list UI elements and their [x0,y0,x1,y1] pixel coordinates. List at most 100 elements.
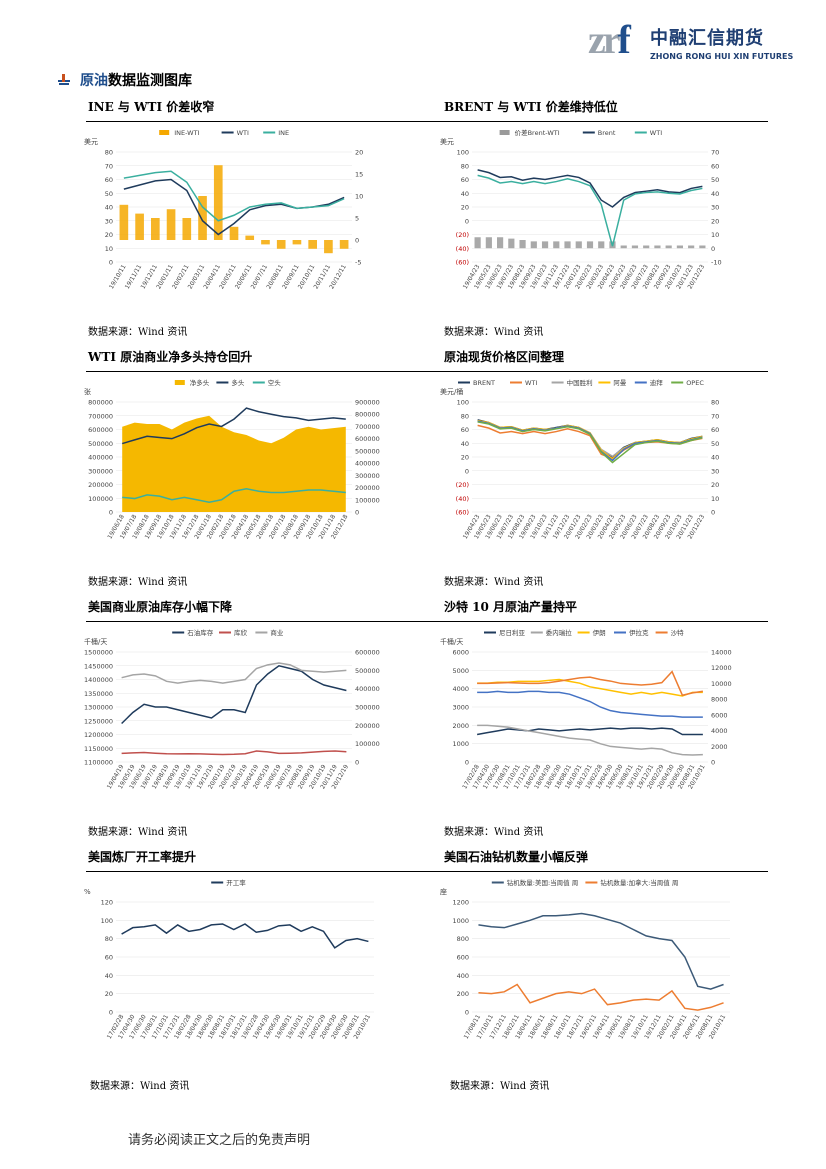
y-tick-label: 100000 [88,495,113,503]
y-tick-label: 0 [465,1009,469,1017]
row-divider [86,871,768,872]
y2-tick-label: 70 [711,149,719,157]
y-tick-label: 80 [461,162,469,170]
y-tick-label: 60 [461,426,469,434]
line-series-钻机数量:美国:当周值 周 [478,912,724,990]
y2-tick-label: 800000 [355,411,380,419]
y-tick-label: 80 [461,412,469,420]
bar-mark [324,240,333,254]
legend-label: 商业 [270,628,284,637]
section-heading: 原油数据监测图库 [58,70,192,90]
y-tick-label: (40) [456,245,469,253]
y-tick-label: 40 [461,190,469,198]
y-tick-label: (20) [456,231,469,239]
y-tick-label: 60 [105,176,113,184]
y2-tick-label: 300000 [355,472,380,480]
bar-mark [245,235,255,240]
y-tick-label: 60 [461,176,469,184]
y2-tick-label: 40 [711,454,719,462]
legend-label: 石油库存 [187,628,214,637]
y2-tick-label: 0 [355,509,359,517]
y-tick-label: 1400000 [84,676,113,684]
y-tick-label: 400 [457,972,469,980]
y2-tick-label: 600000 [355,435,380,443]
y2-tick-label: 80 [711,399,719,407]
y-tick-label: 1250000 [84,717,113,725]
y2-tick-label: -5 [355,259,361,267]
y2-tick-label: 0 [355,237,359,245]
bar-mark [474,237,481,249]
y-tick-label: 0 [465,467,469,475]
legend-label: 多头 [231,378,245,387]
y2-tick-label: 5 [355,215,359,223]
company-logo: zrf 中融汇信期货 ZHONG RONG HUI XIN FUTURES [588,20,793,64]
y-tick-label: 200000 [88,481,113,489]
bar-mark [598,241,605,249]
y-tick-label: (60) [456,259,469,267]
y-tick-label: (20) [456,481,469,489]
y2-tick-label: 100000 [355,496,380,504]
y2-tick-label: 600000 [355,649,380,657]
y-tick-label: 20 [461,204,469,212]
chart-title-us-inventory: 美国商业原油库存小幅下降 [88,600,233,614]
y2-tick-label: 20 [711,481,719,489]
row-divider [86,621,768,622]
axis-unit-label: 美元 [440,137,454,146]
bar-mark [166,209,176,240]
y2-tick-label: 10000 [711,680,732,688]
legend-label: 委内瑞拉 [546,628,573,637]
axis-unit-label: 千桶/天 [84,637,107,646]
legend-label: 价差Brent-WTI [515,128,560,137]
legend-label: WTI [237,129,249,137]
y-tick-label: 500000 [88,440,113,448]
y-tick-label: 1200 [452,899,469,907]
y-tick-label: 700000 [88,412,113,420]
y2-tick-label: 900000 [355,399,380,407]
chart-refinery-rate: 开工率% 0 20 40 60 80 100 120 17/02/28 17/04/30 17/06… [82,876,382,1086]
y-tick-label: 400000 [88,454,113,462]
logo-chinese-name: 中融汇信期货 [650,28,764,49]
line-series-OPEC [477,421,703,464]
legend-label: Brent [598,129,616,137]
bar-mark [135,213,144,240]
y-tick-label: 1300000 [84,704,113,712]
y-tick-label: 20 [461,454,469,462]
data-source-note: 数据来源：Wind 资讯 [444,577,544,588]
y-tick-label: (40) [456,495,469,503]
chart-wti-positions: 净多头 多头 空头张 0 100000 200000 300000 400000 500000 6… [82,376,382,586]
line-series-迪拜 [477,420,703,462]
y-tick-label: 1100000 [84,759,113,767]
bar-mark [676,245,683,249]
legend-swatch [499,130,510,135]
bar-mark [541,241,549,249]
y-tick-label: 100 [457,399,469,407]
chart-us-inventory: 石油库存 库欣 商业 千桶/天 1100000 1150000 1200000 1250000… [82,626,382,836]
y-tick-label: 10 [105,245,113,253]
bar-mark [564,241,571,249]
y2-tick-label: 60 [711,162,719,170]
legend-label: 伊朗 [593,628,606,637]
y2-tick-label: 700000 [355,423,380,431]
axis-unit-label: 座 [440,887,447,896]
y-tick-label: 1350000 [84,690,113,698]
y-tick-label: 80 [105,935,113,943]
y-tick-label: 2000 [452,722,469,730]
bar-mark [213,165,223,240]
bar-mark [151,218,160,240]
legend-label: 阿曼 [613,378,627,387]
logo-english-name: ZHONG RONG HUI XIN FUTURES [650,52,794,61]
bar-mark [497,237,504,249]
data-source-note: 数据来源：Wind 资讯 [444,327,544,338]
chart-legend: 钻机数量:美国:当周值 周 钻机数量:加拿大:当周值 周 [491,878,678,887]
chart-title-opec-output: 沙特 10 月原油产量持平 [444,600,578,614]
y2-tick-label: 500000 [355,447,380,455]
y-tick-label: 300000 [88,467,113,475]
y-tick-label: 0 [109,1009,113,1017]
y-tick-label: 70 [105,162,113,170]
legend-label: 库欣 [234,628,248,637]
chart-title-ine-wti: INE 与 WTI 价差收窄 [88,100,215,114]
chart-svg: BRENT WTI 中国胜利 阿曼 迪拜 OPEC 美元/桶 (60) (40) (20) 0 20 4… [440,378,719,540]
bar-mark [182,218,192,240]
y2-tick-label: 10 [711,495,719,503]
y2-tick-label: 0 [711,509,715,517]
